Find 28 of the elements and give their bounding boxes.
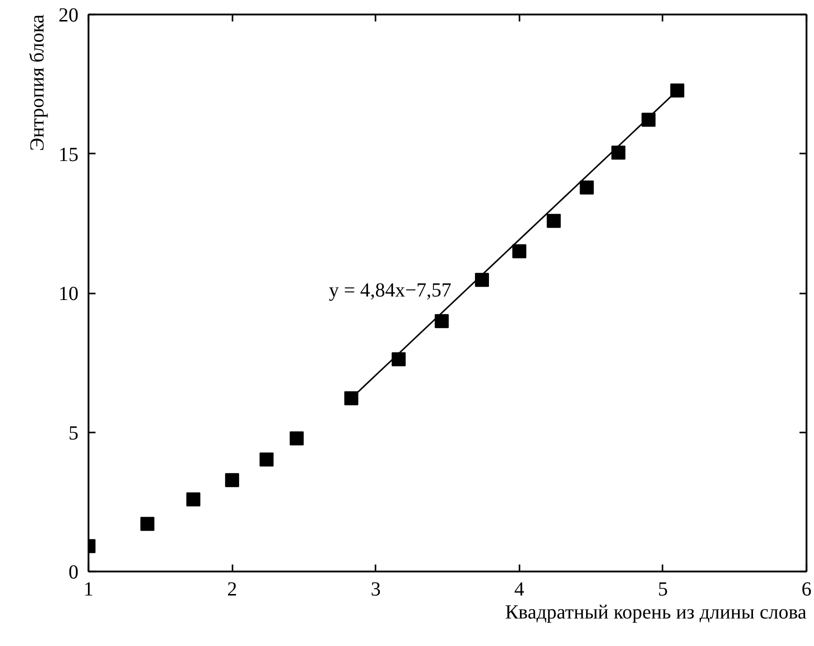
x-tick-label: 2 — [227, 578, 238, 600]
point — [611, 146, 626, 160]
point — [225, 473, 240, 488]
point — [344, 391, 358, 406]
annotation: y = 4,84x−7,57 — [328, 280, 452, 302]
x-tick-label: 3 — [370, 578, 381, 600]
point — [186, 492, 200, 506]
point — [546, 214, 561, 228]
point — [260, 452, 274, 467]
point — [290, 431, 304, 446]
x-tick-label: 5 — [658, 578, 668, 600]
point — [434, 314, 449, 328]
y-tick-label: 0 — [68, 562, 78, 584]
point — [474, 272, 489, 287]
point — [512, 244, 526, 258]
y-tick-label: 5 — [68, 422, 78, 444]
x-axis-title: Квадратный корень из длины слова — [505, 602, 807, 624]
point — [670, 84, 684, 98]
x-tick-label: 6 — [802, 578, 812, 600]
point — [140, 516, 154, 531]
point — [392, 352, 406, 366]
y-tick-label: 15 — [58, 144, 78, 166]
y-tick-label: 20 — [58, 4, 78, 26]
y-tick-label: 10 — [58, 283, 78, 305]
x-tick-label: 1 — [84, 578, 94, 600]
y-axis-title: Энтропия блока — [26, 14, 48, 151]
point — [580, 180, 594, 194]
x-tick-label: 4 — [514, 578, 524, 600]
